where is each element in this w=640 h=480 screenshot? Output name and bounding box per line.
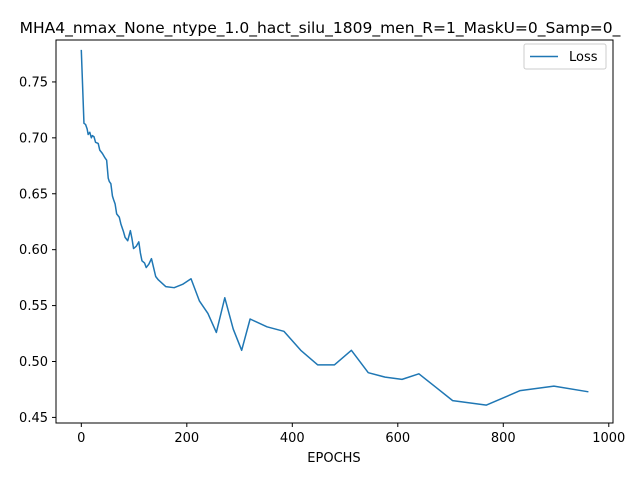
- x-tick-label: 600: [385, 431, 410, 446]
- series-layer: [80, 49, 589, 406]
- x-tick-label: 1000: [592, 431, 625, 446]
- legend: Loss: [523, 43, 607, 70]
- y-axis: 0.45 0.50 0.55 0.60 0.65 0.70 0.75: [19, 75, 56, 426]
- x-tick-label: 0: [77, 431, 85, 446]
- plot-area: [55, 39, 614, 424]
- x-axis-label: EPOCHS: [307, 451, 360, 466]
- y-tick-label: 0.55: [19, 299, 48, 314]
- x-tick-label: 200: [174, 431, 199, 446]
- legend-entry-loss: Loss: [569, 50, 598, 65]
- y-tick-label: 0.70: [19, 131, 48, 146]
- x-axis: 0 200 400 600 800 1000: [77, 423, 625, 446]
- series-line-loss: [80, 49, 589, 406]
- y-tick-label: 0.60: [19, 243, 48, 258]
- y-tick-label: 0.45: [19, 411, 48, 426]
- x-tick-label: 400: [280, 431, 305, 446]
- chart-title: MHA4_nmax_None_ntype_1.0_hact_silu_1809_…: [20, 19, 621, 38]
- y-tick-label: 0.75: [19, 75, 48, 90]
- x-tick-label: 800: [491, 431, 516, 446]
- y-tick-label: 0.65: [19, 187, 48, 202]
- legend-box: [523, 43, 607, 70]
- y-tick-label: 0.50: [19, 355, 48, 370]
